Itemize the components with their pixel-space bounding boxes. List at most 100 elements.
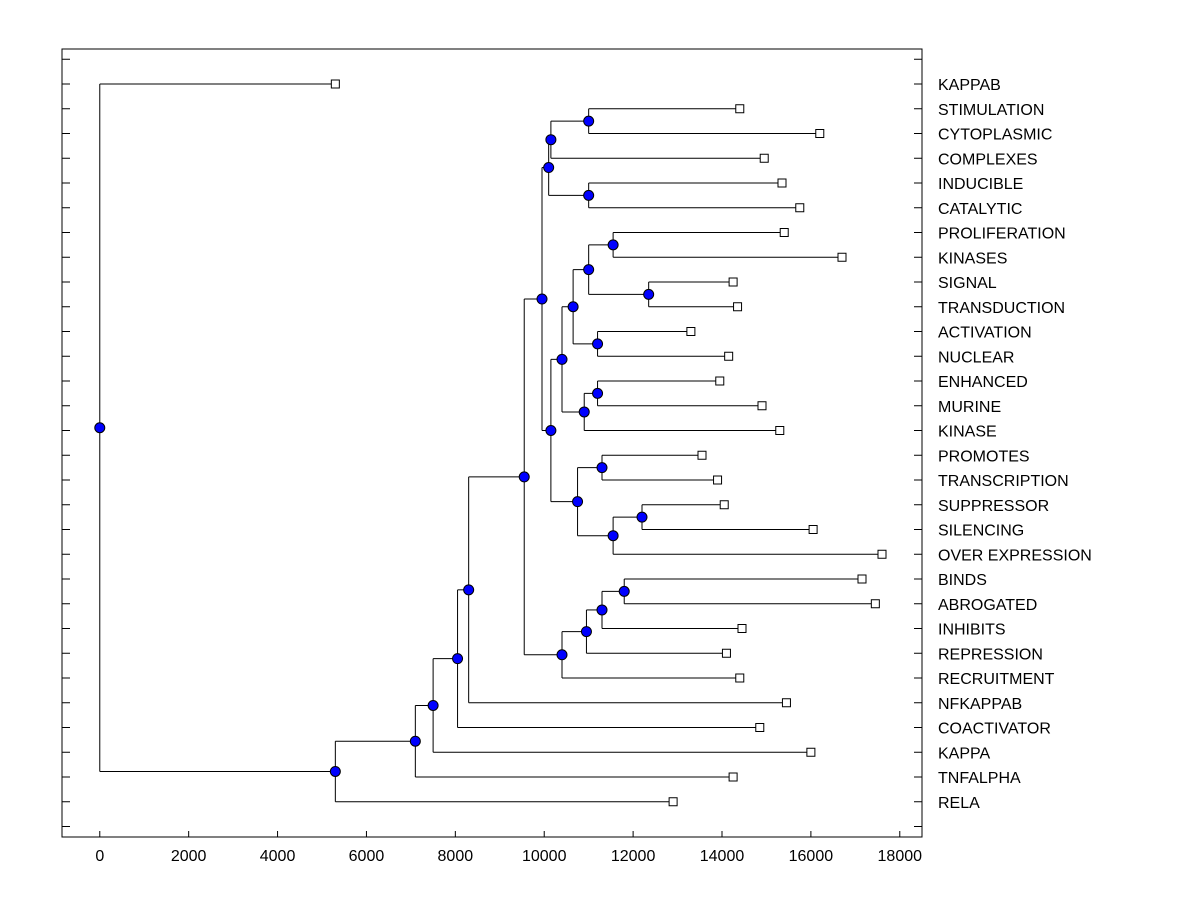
leaf-label: KAPPAB (938, 77, 1001, 94)
leaf-marker (713, 475, 723, 485)
merge-node (543, 162, 555, 174)
leaf-marker (728, 277, 738, 287)
x-axis: 0 2000 4000 6000 8000 10000 12000 14000 16000 180… (95, 831, 922, 865)
leaf-label: PROLIFERATION (938, 226, 1066, 243)
merge-node (596, 604, 608, 616)
merge-node (583, 189, 595, 201)
leaf-marker (757, 401, 767, 411)
leaf-marker (755, 723, 765, 732)
row-ticks (62, 58, 922, 827)
leaf-marker (759, 153, 769, 163)
leaf-marker (668, 797, 678, 807)
merge-node (607, 530, 619, 542)
merge-node (580, 626, 592, 638)
merge-node (452, 653, 464, 665)
merge-node (583, 115, 595, 127)
merge-node (427, 699, 439, 711)
leaf-label: NFKAPPAB (938, 696, 1022, 713)
x-tick-label: 18000 (878, 848, 923, 865)
leaf-label: NUCLEAR (938, 349, 1014, 366)
merge-node (643, 288, 655, 300)
leaf-label: TRANSDUCTION (938, 300, 1065, 317)
x-tick-label: 8000 (438, 848, 474, 865)
leaf-label: ACTIVATION (938, 325, 1032, 342)
leaf-label: BINDS (938, 572, 987, 589)
leaf-marker (877, 549, 887, 559)
merge-node (556, 649, 568, 661)
leaf-marker (779, 228, 789, 237)
leaf-marker (330, 79, 340, 89)
leaf-label: INHIBITS (938, 622, 1006, 639)
x-tick-label: 14000 (700, 848, 745, 865)
merge-node (94, 422, 106, 434)
leaf-marker (808, 525, 818, 534)
leaf-marker (733, 302, 743, 312)
merge-node (536, 293, 548, 305)
merge-node (545, 134, 557, 146)
leaf-label: PROMOTES (938, 448, 1030, 465)
leaf-labels: KAPPAB STIMULATION CYTOPLASMIC COMPLEXES IND… (938, 77, 1092, 812)
branches (99, 83, 882, 803)
merge-node (329, 765, 341, 777)
leaf-marker (870, 599, 880, 609)
merge-node (583, 264, 595, 276)
leaf-label: ENHANCED (938, 374, 1028, 391)
merge-node (636, 511, 648, 523)
leaf-label: SILENCING (938, 523, 1024, 540)
merge-node (578, 406, 590, 418)
x-tick-label: 0 (95, 848, 104, 865)
x-tick-label: 12000 (611, 848, 656, 865)
merge-node (607, 239, 619, 251)
leaf-marker (686, 327, 696, 336)
leaf-marker (775, 426, 785, 435)
x-tick-label: 10000 (522, 848, 567, 865)
leaf-label: MURINE (938, 399, 1001, 416)
leaf-marker (735, 104, 745, 114)
leaf-label: TRANSCRIPTION (938, 473, 1069, 490)
leaf-marker (724, 351, 734, 361)
leaf-label: RELA (938, 795, 980, 812)
merge-node (592, 338, 604, 350)
leaf-label: COMPLEXES (938, 151, 1038, 168)
leaf-label: CYTOPLASMIC (938, 127, 1052, 144)
merge-node (618, 585, 630, 597)
leaf-marker (837, 252, 847, 262)
merge-node (592, 387, 604, 399)
merge-node (567, 301, 579, 313)
leaf-label: OVER EXPRESSION (938, 547, 1092, 564)
x-tick-label: 6000 (349, 848, 385, 865)
leaf-label: REPRESSION (938, 646, 1043, 663)
leaf-marker (795, 203, 805, 213)
merge-node (409, 735, 421, 747)
merge-node (596, 462, 608, 474)
leaf-label: KINASE (938, 424, 997, 441)
x-tick-label: 4000 (260, 848, 296, 865)
leaf-marker (737, 624, 747, 633)
leaf-label: INDUCIBLE (938, 176, 1023, 193)
leaf-marker (857, 574, 867, 584)
leaf-label: RECRUITMENT (938, 671, 1055, 688)
merge-node (463, 584, 475, 596)
leaf-markers (330, 79, 887, 807)
x-tick-label: 16000 (789, 848, 834, 865)
leaf-marker (715, 376, 725, 386)
leaf-marker (721, 648, 731, 658)
leaf-marker (735, 673, 745, 683)
x-tick-label: 2000 (171, 848, 207, 865)
leaf-label: KAPPA (938, 745, 991, 762)
leaf-marker (806, 747, 816, 757)
leaf-marker (697, 450, 707, 460)
merge-node (572, 496, 584, 508)
merge-nodes (94, 115, 655, 777)
leaf-marker (815, 129, 825, 138)
merge-node (556, 353, 568, 365)
merge-node (545, 425, 557, 436)
leaf-label: SIGNAL (938, 275, 997, 292)
leaf-label: TNFALPHA (938, 770, 1021, 787)
leaf-label: STIMULATION (938, 102, 1044, 119)
leaf-marker (777, 178, 787, 188)
leaf-label: ABROGATED (938, 597, 1037, 614)
leaf-label: SUPPRESSOR (938, 498, 1049, 515)
plot-frame (61, 48, 923, 838)
